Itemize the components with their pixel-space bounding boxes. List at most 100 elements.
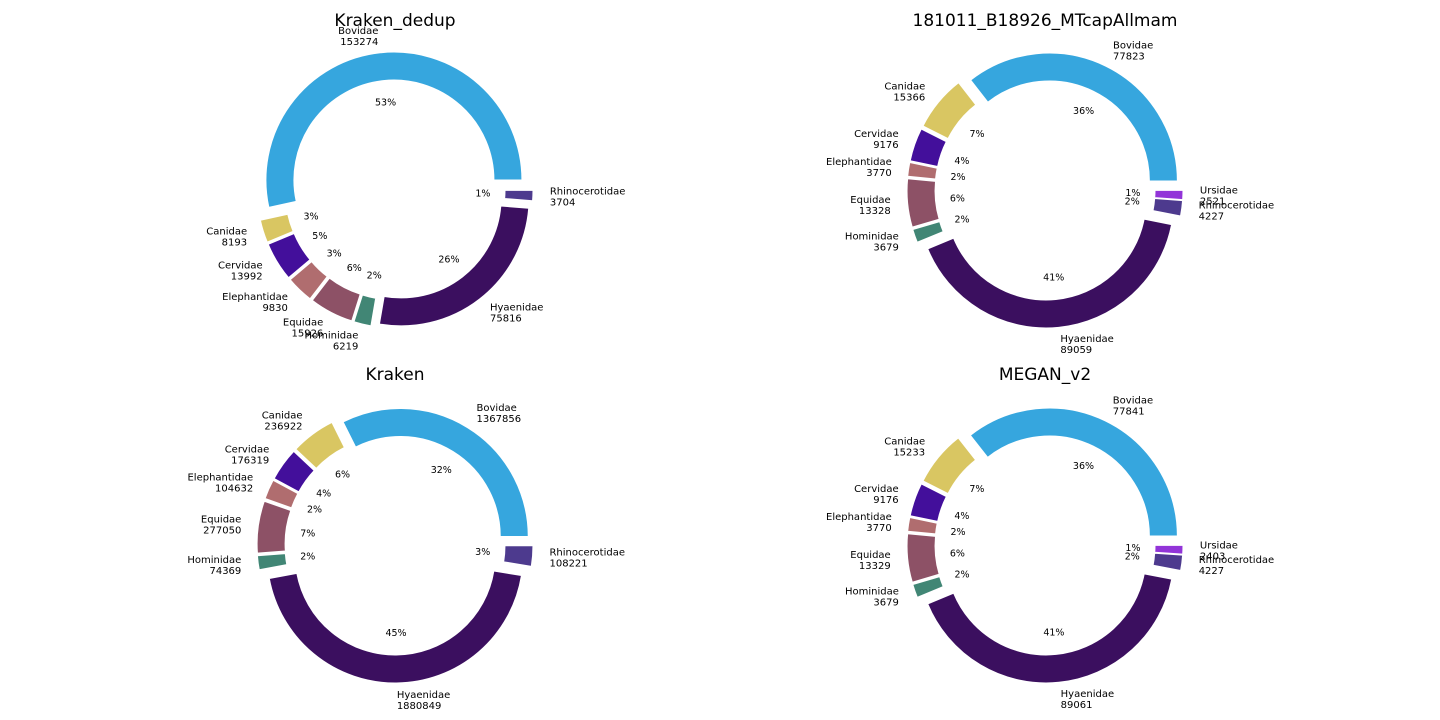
slice-label-rhinocerotidae: Rhinocerotidae 4227: [1199, 201, 1275, 223]
slice-value: 74369: [209, 566, 241, 577]
slice-label-bovidae: Bovidae 77841: [1113, 396, 1153, 418]
slice-value: 1367856: [477, 414, 522, 425]
slice-label-equidae: Equidae 277050: [201, 515, 241, 537]
slice-percent-hominidae: 2%: [954, 569, 969, 580]
slice-percent-hominidae: 2%: [300, 551, 315, 562]
slice-cervidae: [909, 128, 947, 168]
slice-name: Rhinocerotidae: [550, 186, 626, 197]
slice-name: Canidae: [262, 411, 303, 422]
slice-label-canidae: Canidae 15366: [884, 82, 925, 104]
slice-value: 9176: [873, 140, 898, 151]
donut-chart-181011-b18926-mtcapallmam: 181011_B18926_MTcapAllmam Bovidae 77823 36%…: [826, 11, 1274, 356]
slice-name: Elephantidae: [826, 157, 892, 168]
slice-name: Hyaenidae: [490, 302, 543, 313]
slice-elephantidae: [289, 260, 328, 300]
slice-label-hominidae: Hominidae 3679: [845, 587, 899, 609]
slice-name: Canidae: [206, 226, 247, 237]
slice-name: Ursidae: [1200, 186, 1238, 197]
slice-label-hyaenidae: Hyaenidae 89059: [1060, 334, 1113, 356]
slice-value: 13329: [859, 561, 891, 572]
slice-ursidae: [1154, 189, 1184, 201]
slice-cervidae: [273, 450, 315, 493]
slice-label-hominidae: Hominidae 6219: [304, 331, 358, 353]
chart-title: MEGAN_v2: [999, 365, 1091, 385]
slice-value: 176319: [231, 455, 269, 466]
slice-label-ursidae: Ursidae 2521: [1200, 186, 1238, 208]
slice-percent-rhinocerotidae: 2%: [1125, 551, 1140, 562]
slice-value: 153274: [340, 37, 378, 48]
slice-percent-ursidae: 1%: [1125, 188, 1140, 199]
slice-value: 3770: [866, 523, 891, 534]
slice-label-hyaenidae: Hyaenidae 89061: [1061, 689, 1114, 711]
slice-name: Canidae: [884, 82, 925, 93]
slice-elephantidae: [907, 161, 938, 180]
slice-value: 3679: [873, 243, 898, 254]
slice-name: Equidae: [850, 550, 890, 561]
slice-label-bovidae: Bovidae 1367856: [477, 403, 522, 425]
slice-percent-rhinocerotidae: 2%: [1125, 197, 1140, 208]
slice-label-elephantidae: Elephantidae 3770: [826, 157, 892, 179]
slice-percent-hyaenidae: 26%: [438, 255, 459, 266]
slice-value: 89061: [1061, 700, 1093, 711]
slice-percent-cervidae: 4%: [954, 156, 969, 167]
slice-value: 4227: [1199, 566, 1224, 577]
slice-percent-canidae: 7%: [969, 484, 984, 495]
slice-name: Bovidae: [477, 403, 517, 414]
slice-hyaenidae: [927, 218, 1173, 329]
slice-value: 9830: [262, 303, 287, 314]
slice-percent-canidae: 7%: [969, 129, 984, 140]
slice-value: 6219: [333, 342, 358, 353]
slice-label-elephantidae: Elephantidae 3770: [826, 512, 892, 534]
slice-name: Bovidae: [1113, 396, 1153, 407]
slice-name: Ursidae: [1200, 540, 1238, 551]
slice-equidae: [256, 500, 292, 554]
slice-bovidae: [969, 52, 1178, 182]
slice-percent-bovidae: 36%: [1073, 106, 1094, 117]
slice-label-cervidae: Cervidae 176319: [225, 444, 270, 466]
slice-percent-canidae: 3%: [304, 211, 319, 222]
slice-percent-hominidae: 2%: [367, 271, 382, 282]
slice-percent-canidae: 6%: [335, 469, 350, 480]
slice-name: Cervidae: [218, 261, 263, 272]
slice-value: 4227: [1199, 212, 1224, 223]
slice-hominidae: [256, 553, 288, 571]
slice-canidae: [259, 213, 294, 243]
slice-name: Canidae: [884, 437, 925, 448]
slice-name: Rhinocerotidae: [549, 547, 625, 558]
slice-name: Bovidae: [338, 26, 378, 37]
slice-name: Hyaenidae: [397, 690, 450, 701]
slice-value: 277050: [203, 526, 241, 537]
slice-percent-elephantidae: 2%: [307, 504, 322, 515]
slice-value: 13992: [231, 272, 263, 283]
slice-name: Hyaenidae: [1060, 334, 1113, 345]
slice-name: Elephantidae: [187, 472, 253, 483]
slice-cervidae: [909, 483, 947, 523]
chart-title: Kraken: [365, 365, 424, 385]
slice-name: Cervidae: [854, 484, 899, 495]
slice-percent-rhinocerotidae: 1%: [475, 189, 490, 200]
slice-name: Hominidae: [845, 587, 899, 598]
slice-name: Hyaenidae: [1061, 689, 1114, 700]
slice-ursidae: [1154, 544, 1184, 555]
slice-value: 2403: [1200, 551, 1225, 562]
slice-name: Elephantidae: [826, 512, 892, 523]
slice-value: 89059: [1060, 345, 1092, 356]
slice-rhinocerotidae: [1152, 198, 1184, 217]
slice-equidae: [906, 178, 940, 228]
slice-label-cervidae: Cervidae 13992: [218, 261, 263, 283]
slice-value: 15366: [893, 93, 925, 104]
slice-hominidae: [912, 220, 944, 243]
slice-label-rhinocerotidae: Rhinocerotidae 4227: [1199, 555, 1275, 577]
slice-rhinocerotidae: [1152, 552, 1184, 572]
slice-value: 3679: [873, 598, 898, 609]
slice-label-hyaenidae: Hyaenidae 1880849: [397, 690, 450, 712]
slice-equidae: [311, 277, 361, 322]
slice-label-cervidae: Cervidae 9176: [854, 129, 899, 151]
slice-percent-elephantidae: 3%: [327, 249, 342, 260]
slice-hyaenidae: [378, 205, 530, 327]
slice-label-bovidae: Bovidae 153274: [338, 26, 378, 48]
slice-hominidae: [912, 576, 944, 598]
slice-percent-bovidae: 32%: [431, 465, 452, 476]
slice-canidae: [922, 437, 977, 495]
